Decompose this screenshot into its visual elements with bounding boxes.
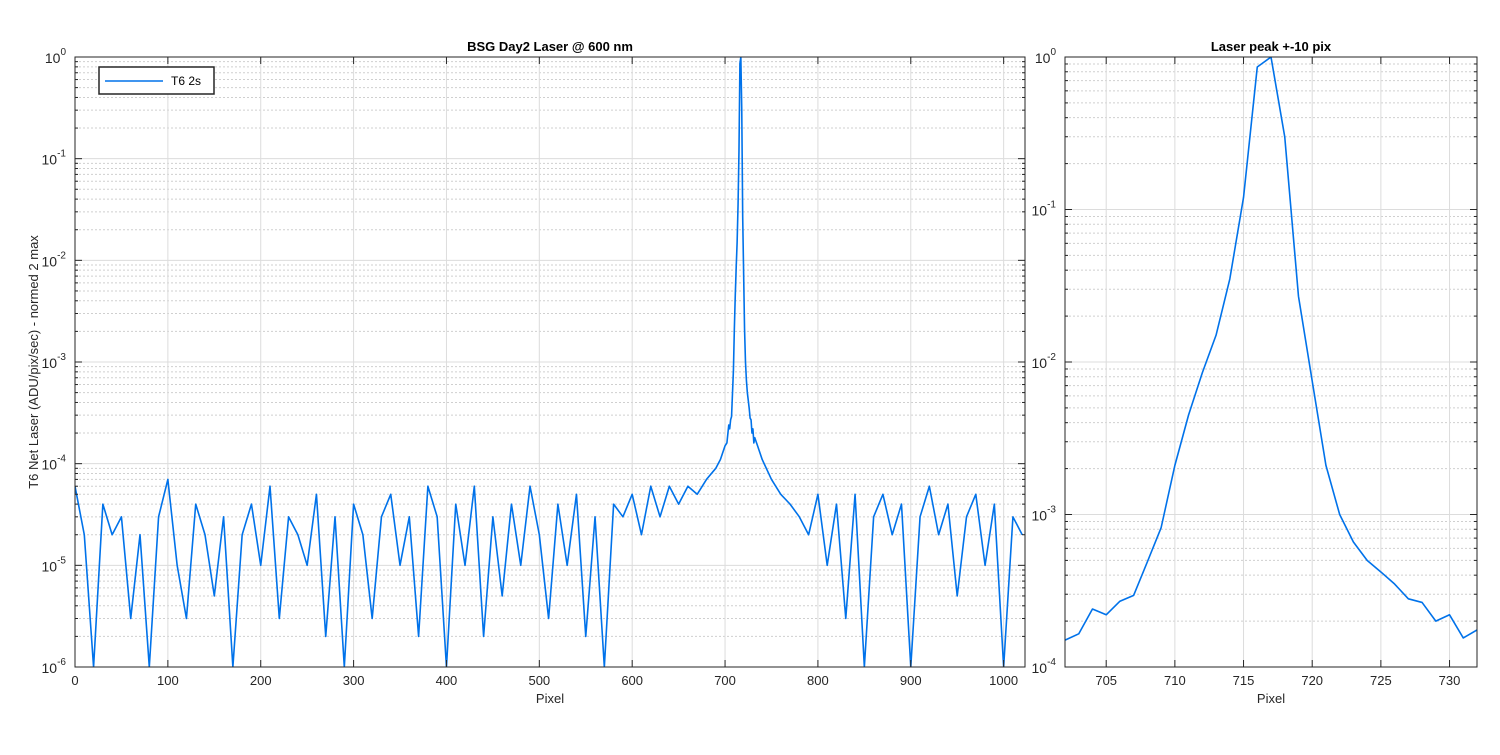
y-axis-label: T6 Net Laser (ADU/pix/sec) - normed 2 ma…: [26, 235, 41, 489]
y-tick-exponent: 0: [60, 47, 66, 58]
y-tick-label: 100: [1035, 47, 1057, 66]
x-tick-label: 100: [157, 673, 179, 688]
x-tick-label: 710: [1164, 673, 1186, 688]
x-tick-label: 700: [714, 673, 736, 688]
y-tick-exponent: -3: [57, 352, 66, 363]
chart-panel-zoom: 10-4 10-3 10-2 10-1 100 705 710 715 720 725 730 Las…: [1032, 39, 1478, 706]
y-tick-exponent: -4: [57, 454, 66, 465]
series-line-peak: [1065, 57, 1477, 641]
chart-title: BSG Day2 Laser @ 600 nm: [467, 39, 633, 54]
y-tick-label: 10-2: [1032, 352, 1057, 371]
y-tick-label: 10-4: [42, 454, 67, 473]
series-line-t6-2s: [75, 57, 1023, 667]
grid-lines: [1065, 56, 1477, 668]
x-axis-label: Pixel: [1257, 691, 1285, 706]
x-tick-label: 705: [1095, 673, 1117, 688]
y-tick-label: 10-3: [1032, 505, 1057, 524]
x-tick-label: 900: [900, 673, 922, 688]
y-tick-exponent: -5: [57, 555, 66, 566]
x-tick-label: 400: [436, 673, 458, 688]
y-tick-label: 100: [45, 47, 67, 66]
y-tick-label: 10-6: [42, 657, 67, 676]
y-tick-exponent: -6: [57, 657, 66, 668]
x-tick-label: 500: [528, 673, 550, 688]
x-tick-label: 720: [1301, 673, 1323, 688]
legend-label: T6 2s: [171, 74, 201, 88]
x-tick-label: 730: [1439, 673, 1461, 688]
x-axis-label: Pixel: [536, 691, 564, 706]
y-tick-exponent: -2: [57, 250, 66, 261]
y-tick-label: 10-1: [42, 149, 67, 168]
x-tick-label: 0: [71, 673, 78, 688]
x-tick-label: 300: [343, 673, 365, 688]
x-tick-label: 600: [621, 673, 643, 688]
legend: T6 2s: [98, 66, 215, 95]
y-tick-exponent: -1: [1047, 200, 1056, 211]
y-tick-label: 10-1: [1032, 200, 1057, 219]
x-tick-label: 725: [1370, 673, 1392, 688]
y-tick-label: 10-2: [42, 250, 67, 269]
x-tick-label: 1000: [989, 673, 1018, 688]
y-tick-exponent: -1: [57, 149, 66, 160]
y-tick-label: 10-5: [42, 555, 67, 574]
x-tick-label: 715: [1233, 673, 1255, 688]
y-tick-label: 10-3: [42, 352, 67, 371]
chart-title: Laser peak +-10 pix: [1211, 39, 1332, 54]
y-tick-exponent: 0: [1050, 47, 1056, 58]
y-tick-exponent: -2: [1047, 352, 1056, 363]
y-tick-label: 10-4: [1032, 657, 1057, 676]
y-tick-exponent: -4: [1047, 657, 1056, 668]
x-tick-label: 800: [807, 673, 829, 688]
x-tick-label: 200: [250, 673, 272, 688]
y-tick-exponent: -3: [1047, 505, 1056, 516]
